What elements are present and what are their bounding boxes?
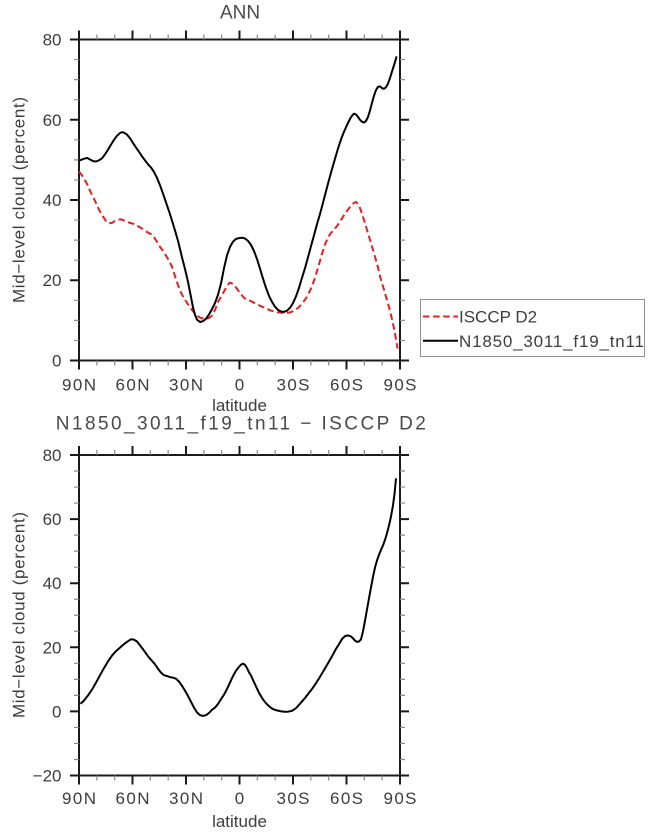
svg-text:60: 60 (43, 111, 62, 130)
svg-text:60: 60 (43, 510, 62, 529)
svg-text:Mid−level cloud (percent): Mid−level cloud (percent) (10, 97, 29, 303)
svg-text:30N: 30N (169, 789, 204, 808)
svg-text:0: 0 (52, 352, 61, 371)
svg-text:20: 20 (43, 638, 62, 657)
svg-text:latitude: latitude (212, 812, 267, 831)
svg-text:60N: 60N (116, 376, 151, 395)
svg-text:90N: 90N (62, 376, 97, 395)
svg-text:ANN: ANN (220, 3, 260, 24)
svg-text:−20: −20 (33, 767, 62, 786)
svg-text:latitude: latitude (212, 396, 267, 415)
svg-text:0: 0 (235, 376, 244, 395)
svg-text:60S: 60S (330, 789, 364, 808)
svg-text:30S: 30S (276, 376, 310, 395)
svg-text:90S: 90S (383, 376, 417, 395)
svg-text:N1850_3011_f19_tn11 − ISCCP D2: N1850_3011_f19_tn11 − ISCCP D2 (56, 414, 426, 435)
svg-text:40: 40 (43, 574, 62, 593)
svg-text:80: 80 (43, 446, 62, 465)
svg-text:N1850_3011_f19_tn11: N1850_3011_f19_tn11 (459, 332, 644, 351)
svg-text:Mid−level cloud (percent): Mid−level cloud (percent) (10, 512, 29, 718)
svg-text:90N: 90N (62, 789, 97, 808)
svg-text:0: 0 (235, 789, 244, 808)
svg-text:80: 80 (43, 31, 62, 50)
svg-text:30N: 30N (169, 376, 204, 395)
svg-text:60N: 60N (116, 789, 151, 808)
svg-text:ISCCP D2: ISCCP D2 (459, 308, 537, 327)
svg-text:60S: 60S (330, 376, 364, 395)
svg-text:30S: 30S (276, 789, 310, 808)
svg-text:0: 0 (52, 702, 61, 721)
svg-text:20: 20 (43, 271, 62, 290)
svg-text:90S: 90S (383, 789, 417, 808)
svg-text:40: 40 (43, 191, 62, 210)
